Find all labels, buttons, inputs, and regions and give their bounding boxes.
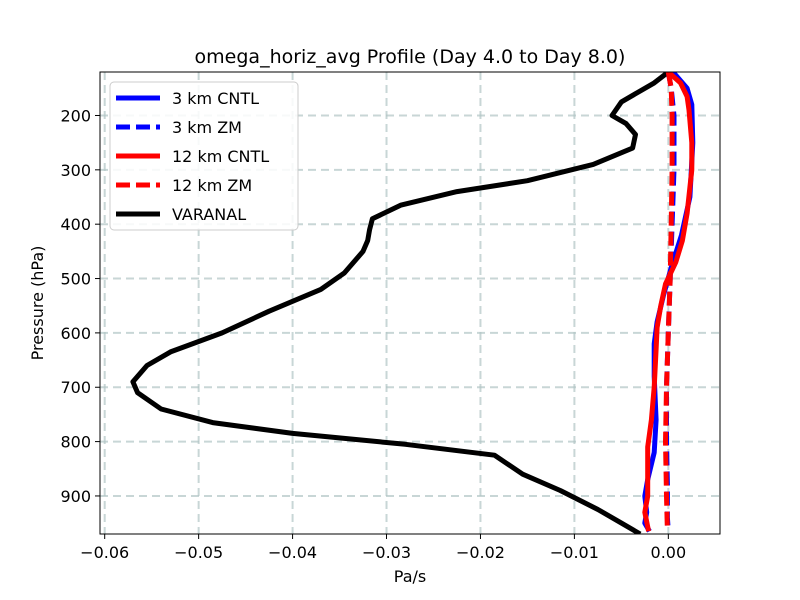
x-tick-label: −0.04 <box>268 543 317 562</box>
x-tick-label: −0.02 <box>456 543 505 562</box>
y-tick-label: 900 <box>60 487 91 506</box>
legend-label-varanal: VARANAL <box>172 205 246 224</box>
y-tick-label: 700 <box>60 378 91 397</box>
chart-title: omega_horiz_avg Profile (Day 4.0 to Day … <box>195 46 626 68</box>
y-axis-label: Pressure (hPa) <box>28 246 47 361</box>
series-12-km-zm <box>663 72 675 532</box>
series-layer <box>130 72 696 534</box>
legend-label-3-km-zm: 3 km ZM <box>172 118 242 137</box>
y-tick-label: 400 <box>60 215 91 234</box>
x-tick-label: −0.01 <box>550 543 599 562</box>
legend-box <box>109 81 299 231</box>
y-tick-label: 500 <box>60 270 91 289</box>
tick-layer: −0.06 −0.05 −0.04 −0.03 −0.02 −0.01 0.00 200 300… <box>60 106 686 562</box>
x-tick-label: −0.05 <box>174 543 223 562</box>
x-tick-label: −0.03 <box>362 543 411 562</box>
y-tick-label: 300 <box>60 161 91 180</box>
legend-label-12-km-cntl: 12 km CNTL <box>172 147 269 166</box>
series-varanal <box>130 72 670 534</box>
series-12-km-cntl <box>642 72 695 532</box>
y-tick-label: 800 <box>60 433 91 452</box>
legend: 3 km CNTL 3 km ZM 12 km CNTL 12 km ZM VARANA… <box>109 81 299 231</box>
y-tick-label: 600 <box>60 324 91 343</box>
y-tick-label: 200 <box>60 106 91 125</box>
legend-label-12-km-zm: 12 km ZM <box>172 176 252 195</box>
x-axis-label: Pa/s <box>394 567 426 586</box>
plot-frame <box>99 71 721 535</box>
x-tick-label: −0.06 <box>80 543 129 562</box>
legend-label-3-km-cntl: 3 km CNTL <box>172 89 259 108</box>
x-tick-label: 0.00 <box>651 543 687 562</box>
